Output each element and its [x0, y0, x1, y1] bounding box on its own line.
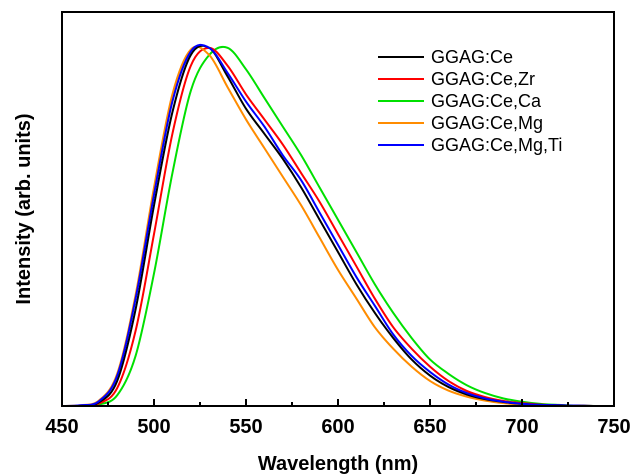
x-tick-label: 750 — [597, 416, 630, 438]
x-tick-label: 500 — [137, 416, 170, 438]
x-axis-ticks: 450 500 550 600 650 700 750 — [45, 399, 631, 438]
legend-label-3: GGAG:Ce,Mg — [431, 113, 543, 133]
x-tick-label: 700 — [505, 416, 538, 438]
y-axis-title: Intensity (arb. units) — [13, 113, 35, 304]
x-axis-title: Wavelength (nm) — [258, 453, 418, 475]
x-tick-label: 550 — [229, 416, 262, 438]
legend: GGAG:CeGGAG:Ce,ZrGGAG:Ce,CaGGAG:Ce,MgGGA… — [378, 47, 562, 155]
x-tick-label: 600 — [321, 416, 354, 438]
x-tick-label: 450 — [45, 416, 78, 438]
legend-label-2: GGAG:Ce,Ca — [431, 91, 542, 111]
x-tick-label: 650 — [413, 416, 446, 438]
legend-label-4: GGAG:Ce,Mg,Ti — [431, 135, 562, 155]
legend-label-1: GGAG:Ce,Zr — [431, 69, 535, 89]
legend-label-0: GGAG:Ce — [431, 47, 513, 67]
